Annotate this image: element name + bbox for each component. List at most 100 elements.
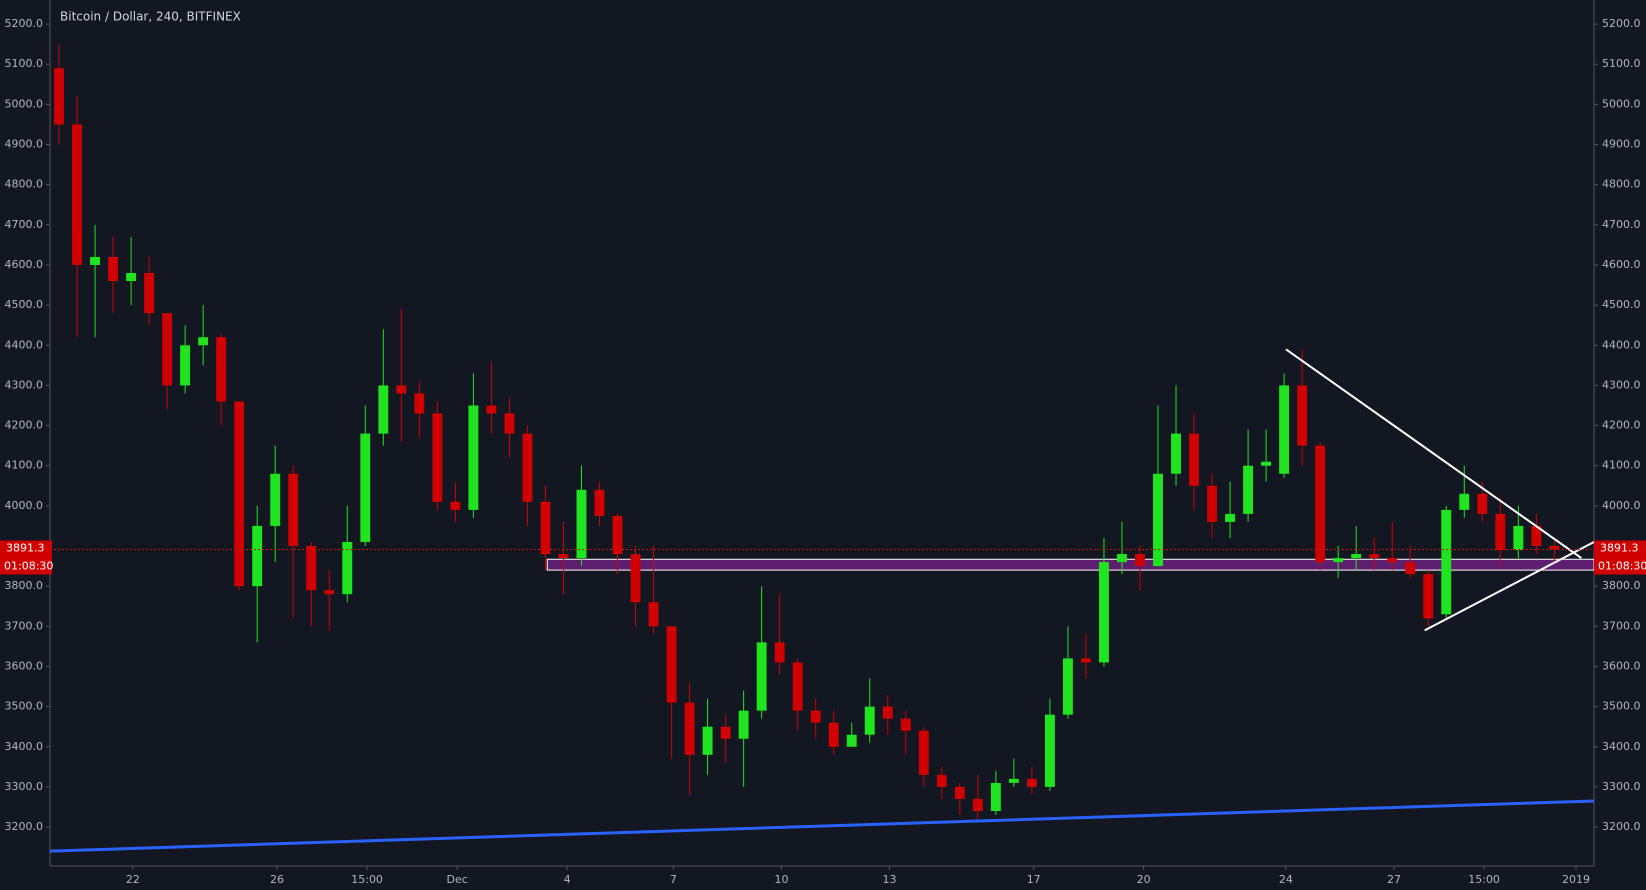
candle-body <box>720 726 731 739</box>
candle-body <box>1153 473 1163 567</box>
candle-body <box>558 554 569 559</box>
candle-body <box>270 473 281 526</box>
candle-body <box>450 501 461 510</box>
candle-body <box>1549 546 1560 550</box>
y-tick-label: 4400.0 <box>5 338 44 351</box>
candle-body <box>954 786 965 799</box>
candle-body <box>1189 433 1199 486</box>
candle-body <box>576 489 587 559</box>
candle-body <box>900 718 911 731</box>
y-tick-label: 4600.0 <box>5 258 44 271</box>
candle-body <box>792 662 803 711</box>
y-tick-label: 3300.0 <box>5 780 44 793</box>
candle-body <box>1495 513 1506 551</box>
y-tick-label: 5200.0 <box>5 17 44 30</box>
candle-body <box>1207 485 1218 522</box>
candle-body <box>882 706 893 719</box>
countdown-label: 01:08:30 <box>1598 560 1646 573</box>
candle-body <box>594 489 605 516</box>
candle-body <box>1477 493 1488 514</box>
candle-body <box>396 385 407 394</box>
y-tick-label: 3500.0 <box>5 700 44 713</box>
y-tick-label: 3300.0 <box>1602 780 1641 793</box>
y-tick-label: 4200.0 <box>1602 419 1641 432</box>
candle-body <box>504 413 515 434</box>
candle-body <box>432 413 443 502</box>
candle-body <box>918 730 929 775</box>
trendline <box>1285 348 1582 559</box>
y-tick-label: 4900.0 <box>5 138 44 151</box>
y-tick-label: 4700.0 <box>1602 218 1641 231</box>
candle-body <box>864 706 875 735</box>
candle-body <box>702 726 713 755</box>
candle-body <box>1279 385 1290 474</box>
y-tick-label: 5100.0 <box>1602 57 1641 70</box>
candle-body <box>648 602 659 627</box>
trendline <box>1424 541 1595 632</box>
y-tick-label: 4500.0 <box>1602 298 1641 311</box>
y-tick-label: 4800.0 <box>1602 178 1641 191</box>
y-tick-label: 3700.0 <box>5 619 44 632</box>
chart-title: Bitcoin / Dollar, 240, BITFINEX <box>60 10 241 24</box>
y-tick-label: 3200.0 <box>1602 820 1641 833</box>
y-tick-label: 4100.0 <box>5 459 44 472</box>
y-tick-label: 4300.0 <box>1602 378 1641 391</box>
candle-body <box>522 433 533 502</box>
y-tick-label: 4500.0 <box>5 298 44 311</box>
candle-body <box>108 256 119 282</box>
y-tick-label: 3700.0 <box>1602 619 1641 632</box>
countdown-label: 01:08:30 <box>4 560 53 573</box>
trendline <box>49 799 1595 853</box>
x-tick-label: 24 <box>1279 873 1293 886</box>
candle-body <box>1315 445 1326 563</box>
y-tick-label: 3800.0 <box>5 579 44 592</box>
candle-body <box>126 273 137 282</box>
candle-body <box>198 337 209 346</box>
y-tick-label: 3200.0 <box>5 820 44 833</box>
candle-body <box>1423 574 1434 619</box>
candle-body <box>72 124 82 265</box>
candle-body <box>738 710 749 739</box>
candle-body <box>342 542 353 595</box>
candle-body <box>1297 385 1308 446</box>
candle-body <box>990 782 1001 811</box>
y-tick-label: 3800.0 <box>1602 579 1641 592</box>
candle-body <box>1008 778 1019 783</box>
candle-body <box>1117 554 1127 563</box>
candle-body <box>1135 554 1145 567</box>
x-tick-label: 13 <box>883 873 897 886</box>
candle-body <box>1080 658 1091 663</box>
candle-body <box>774 642 785 663</box>
candle-body <box>1405 562 1416 575</box>
x-tick-label: 10 <box>774 873 788 886</box>
x-tick-label: 7 <box>670 873 677 886</box>
x-tick-label: 15:00 <box>351 873 383 886</box>
y-tick-label: 3400.0 <box>5 740 44 753</box>
y-tick-label: 4400.0 <box>1602 338 1641 351</box>
candle-body <box>162 313 173 386</box>
x-tick-label: 15:00 <box>1468 873 1500 886</box>
y-tick-label: 4900.0 <box>1602 138 1641 151</box>
candle-body <box>1459 493 1470 510</box>
candle-body <box>180 345 191 386</box>
candle-body <box>414 393 425 414</box>
x-tick-label: 22 <box>126 873 140 886</box>
y-tick-label: 5000.0 <box>5 97 44 110</box>
y-tick-label: 4600.0 <box>1602 258 1641 271</box>
y-tick-label: 4000.0 <box>5 499 44 512</box>
candle-body <box>972 798 983 811</box>
candle-body <box>1513 525 1524 551</box>
candle-body <box>936 774 947 787</box>
candle-body <box>540 501 551 555</box>
candle-body <box>684 702 695 755</box>
candle-body <box>756 642 767 711</box>
candle-body <box>1369 554 1380 559</box>
candle-body <box>630 554 641 603</box>
x-tick-label: Dec <box>447 873 468 886</box>
y-tick-label: 5000.0 <box>1602 97 1641 110</box>
x-tick-label: 17 <box>1027 873 1041 886</box>
last-price-box <box>0 540 52 575</box>
